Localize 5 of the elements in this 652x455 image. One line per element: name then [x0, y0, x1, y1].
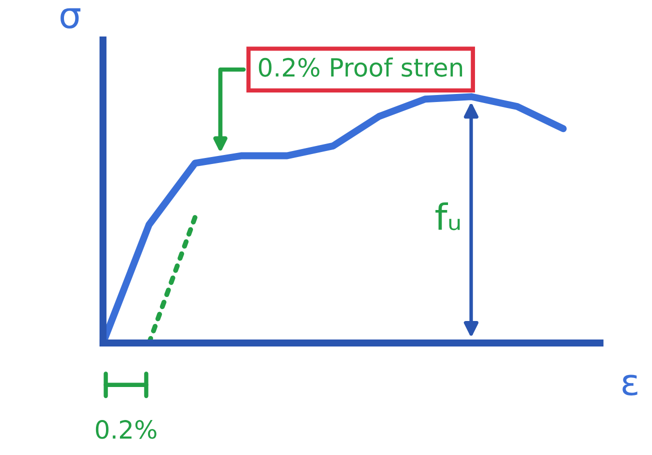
- y-axis-title: σ: [60, 8, 80, 28]
- x-axis-title: ε: [622, 374, 638, 396]
- text: 0.2% Proof stren: [258, 57, 462, 77]
- text: 0.2%: [96, 420, 156, 439]
- annotation: fᵤ: [435, 202, 460, 230]
